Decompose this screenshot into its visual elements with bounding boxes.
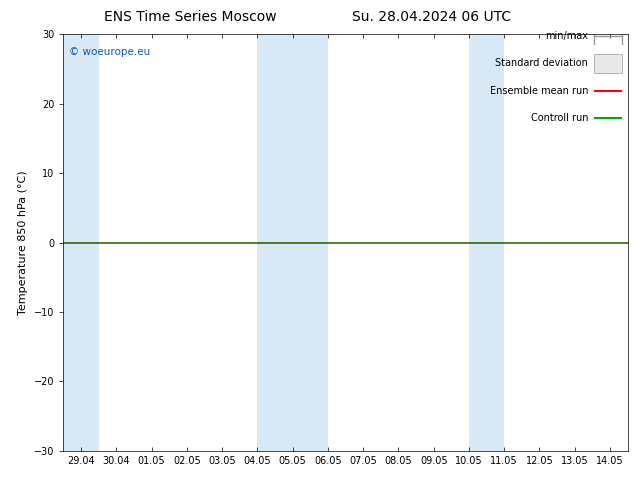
Text: Ensemble mean run: Ensemble mean run	[489, 86, 588, 96]
Bar	[257, 34, 328, 451]
Bar	[469, 34, 504, 451]
Text: min/max: min/max	[545, 31, 588, 41]
Bar	[63, 34, 99, 451]
Y-axis label: Temperature 850 hPa (°C): Temperature 850 hPa (°C)	[18, 170, 29, 315]
Bar	[594, 54, 622, 73]
Text: ENS Time Series Moscow: ENS Time Series Moscow	[104, 10, 276, 24]
Text: Su. 28.04.2024 06 UTC: Su. 28.04.2024 06 UTC	[352, 10, 510, 24]
Text: Standard deviation: Standard deviation	[495, 58, 588, 69]
Text: Controll run: Controll run	[531, 113, 588, 122]
Text: © woeurope.eu: © woeurope.eu	[69, 47, 150, 57]
